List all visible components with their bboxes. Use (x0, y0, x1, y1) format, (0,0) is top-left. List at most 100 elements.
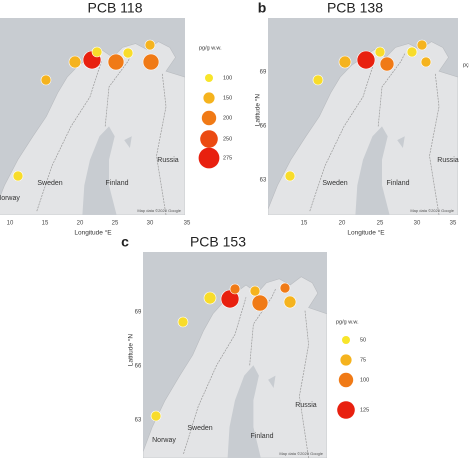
sampling-site (283, 295, 297, 309)
gulf-of-bothnia (227, 365, 261, 458)
map-attribution: Map data ©2020 Google (279, 451, 323, 456)
border (183, 297, 247, 455)
map-panel: c PCB 153 69 66 63 Latitude °N Norway Sweden Fin… (121, 234, 369, 458)
legend-symbol (340, 354, 352, 366)
x-tick-label: 25 (112, 221, 119, 227)
lake (268, 375, 276, 388)
sampling-site (203, 291, 217, 305)
map (268, 18, 458, 215)
legend-title: pg/g w.w. (336, 319, 359, 325)
map-attribution: Map data ©2020 Google (410, 208, 454, 213)
sampling-site (249, 285, 261, 297)
sampling-site (142, 53, 160, 71)
panel-letter: c (121, 234, 129, 250)
x-tick-label: 30 (147, 221, 154, 227)
sampling-site (122, 47, 134, 59)
x-axis-label: Longitude °E (347, 229, 385, 237)
place-name: Sweden (322, 180, 347, 187)
map-panel: b PCB 138 15 20 25 30 35 Longitude °E 69 66 63 Lati… (254, 0, 469, 237)
land (0, 41, 185, 215)
legend-label: 250 (223, 136, 232, 142)
legend-label: 50 (360, 337, 366, 343)
x-tick-label: 20 (339, 221, 346, 227)
sampling-site (338, 55, 352, 69)
legend-symbol (205, 74, 213, 82)
x-tick-label: 10 (7, 221, 14, 227)
sampling-site (229, 283, 241, 295)
map (0, 18, 185, 215)
legend-symbol (342, 336, 350, 344)
y-axis-label: Latitude °N (254, 94, 262, 127)
border (156, 73, 167, 215)
land (268, 41, 458, 215)
sampling-site (379, 56, 395, 72)
y-tick-label: 63 (135, 418, 142, 424)
legend-symbol (338, 372, 354, 388)
panel-title: PCB 153 (190, 234, 246, 250)
map (143, 252, 327, 458)
panel-letter: b (258, 0, 267, 16)
border (377, 53, 406, 127)
sampling-site (416, 39, 428, 51)
legend-symbol (337, 401, 355, 419)
place-name: Sweden (37, 180, 62, 187)
sampling-site (420, 56, 432, 68)
sampling-site (91, 46, 103, 58)
gulf-of-bothnia (82, 126, 117, 215)
sampling-site (406, 46, 418, 58)
y-axis-label: Latitude °N (127, 334, 135, 367)
lake (124, 136, 132, 148)
x-tick-label: 15 (42, 221, 49, 227)
lake (397, 136, 405, 148)
sampling-site (251, 294, 269, 312)
sampling-site (356, 50, 376, 70)
legend-label: 275 (223, 155, 232, 161)
place-name: Sweden (187, 425, 212, 432)
border (309, 61, 375, 212)
place-name: Russia (157, 157, 179, 164)
x-tick-label: 15 (301, 221, 308, 227)
sampling-site (107, 53, 125, 71)
sampling-site (284, 170, 296, 182)
place-name: Finland (387, 180, 410, 187)
legend-label: 200 (223, 115, 232, 121)
legend-title: pç (463, 62, 469, 68)
legend-label: 75 (360, 357, 366, 363)
map-attribution: Map data ©2020 Google (137, 208, 181, 213)
map-panel: PCB 118 10 15 20 25 30 35 Longitude °E Norway Swe… (0, 0, 232, 237)
legend-label: 125 (360, 407, 369, 413)
sampling-site (279, 282, 291, 294)
border (36, 61, 102, 212)
legend-title: pg/g w.w. (199, 45, 222, 51)
land (143, 276, 327, 458)
y-tick-label: 66 (260, 124, 267, 130)
panel-title: PCB 118 (88, 0, 143, 16)
sampling-site (144, 39, 156, 51)
sampling-site (12, 170, 24, 182)
y-tick-label: 63 (260, 178, 267, 184)
y-tick-label: 66 (135, 364, 142, 370)
sampling-site (312, 74, 324, 86)
sampling-site (150, 410, 162, 422)
x-tick-label: 35 (450, 221, 457, 227)
sampling-site (374, 46, 386, 58)
sampling-site (177, 316, 189, 328)
place-name: Russia (437, 157, 459, 164)
x-tick-label: 35 (184, 221, 191, 227)
panel-title: PCB 138 (327, 0, 383, 16)
x-tick-label: 30 (414, 221, 421, 227)
y-tick-label: 69 (260, 70, 267, 76)
gulf-of-bothnia (355, 126, 390, 215)
sampling-site (68, 55, 82, 69)
legend-label: 100 (223, 75, 232, 81)
place-name: Norway (152, 437, 176, 444)
legend-label: 100 (360, 377, 369, 383)
border (429, 73, 440, 215)
legend-symbol (198, 147, 220, 169)
place-name: Finland (106, 180, 129, 187)
x-tick-label: 20 (77, 221, 84, 227)
place-name: Norway (0, 195, 20, 202)
x-axis-label: Longitude °E (74, 229, 112, 237)
sampling-site (40, 74, 52, 86)
